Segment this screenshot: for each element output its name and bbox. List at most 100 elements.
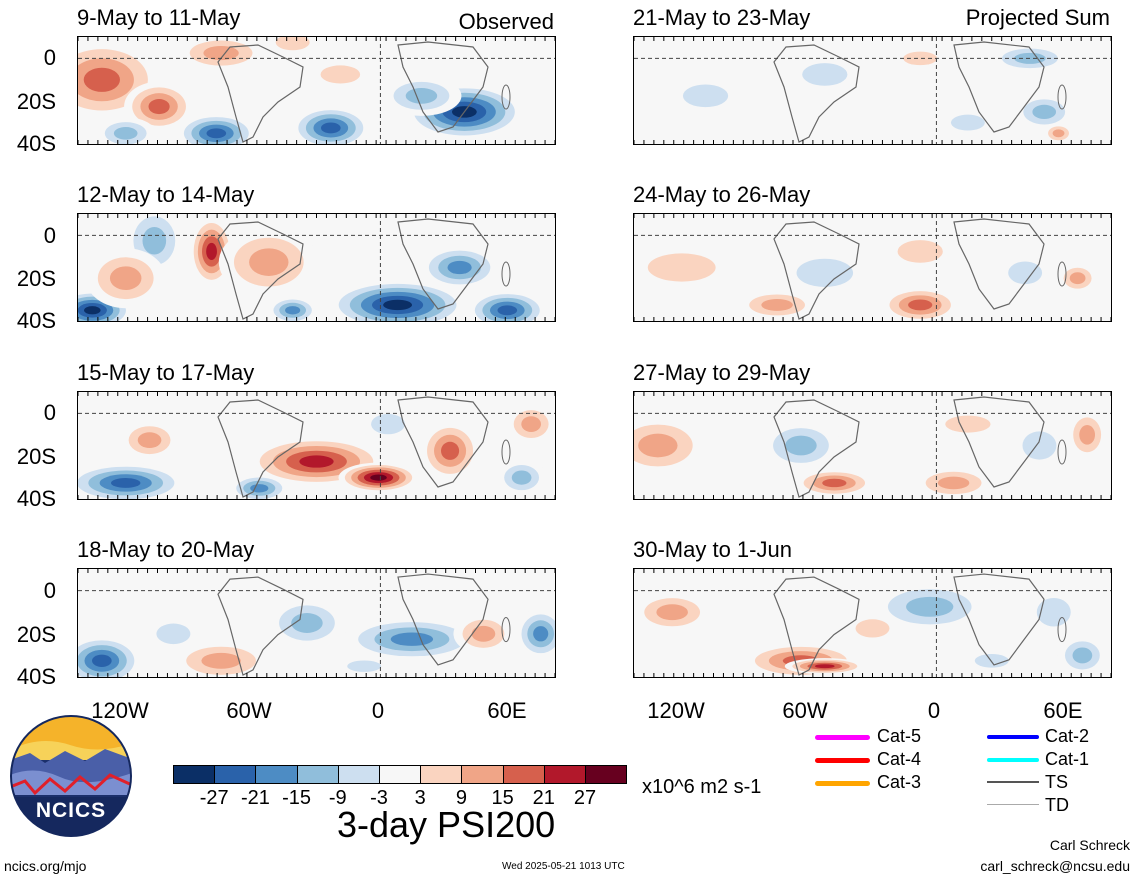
x-tick-label: 120W (647, 698, 705, 723)
contour-blob (855, 619, 890, 638)
legend-label: TS (1045, 772, 1069, 792)
contour-map (634, 392, 1111, 499)
colorbar-swatch (173, 765, 216, 784)
footer-email: carl_schreck@ncsu.edu (980, 858, 1130, 874)
legend-label: Cat-5 (877, 726, 922, 746)
colorbar-swatch (502, 765, 545, 784)
colorbar-swatch (214, 765, 257, 784)
contour-blob (656, 604, 688, 621)
panel-title: 30-May to 1-Jun (633, 537, 792, 562)
legend-line-cat3 (815, 781, 870, 786)
contour-map (78, 569, 555, 677)
madagascar-outline (501, 261, 511, 287)
contour-blob (906, 596, 954, 617)
map-panel-3 (77, 213, 556, 322)
colorbar-label: 3 (414, 787, 426, 809)
legend-label: TD (1045, 795, 1069, 815)
footer-timestamp: Wed 2025-05-21 1013 UTC (502, 861, 625, 872)
contour-blob (908, 299, 933, 311)
panel-tag-observed: Observed (458, 9, 554, 34)
y-tick-label: 40S (16, 664, 56, 689)
colorbar-swatch (543, 765, 586, 784)
contour-blob (647, 253, 716, 282)
colorbar-label: -21 (240, 787, 270, 809)
map-panel-5 (77, 391, 556, 500)
contour-blob (275, 37, 310, 51)
contour-blob (785, 435, 817, 456)
panel-title: 24-May to 26-May (633, 182, 811, 207)
contour-blob (250, 484, 269, 493)
south-america-outline (217, 44, 304, 143)
africa-outline (953, 573, 1045, 666)
contour-blob (371, 413, 406, 435)
legend-line-ts (987, 781, 1039, 783)
contour-blob (950, 114, 985, 131)
contour-blob (206, 242, 217, 261)
contour-map (634, 37, 1111, 144)
x-tick-label: 60W (782, 698, 828, 723)
colorbar-swatch (255, 765, 298, 784)
contour-blob (974, 653, 1009, 668)
madagascar-outline (1057, 261, 1067, 287)
legend-line-cat4 (815, 758, 870, 763)
africa-outline (397, 218, 489, 310)
colorbar-swatch (420, 765, 463, 784)
footer-site: ncics.org/mjo (4, 858, 87, 874)
x-tick-label: 0 (927, 698, 941, 723)
panel-title: 21-May to 23-May (633, 5, 811, 30)
contour-map (78, 392, 555, 499)
contour-blob (1032, 104, 1057, 119)
panel-title: 18-May to 20-May (77, 537, 255, 562)
contour-blob (383, 299, 413, 311)
contour-blob (945, 415, 991, 433)
contour-blob (84, 306, 101, 315)
contour-blob (390, 632, 434, 646)
map-panel-2 (633, 36, 1112, 145)
contour-blob (249, 248, 289, 276)
legend-label: Cat-3 (877, 772, 922, 792)
contour-blob (1079, 424, 1096, 445)
contour-blob (511, 470, 532, 485)
y-tick-label: 0 (43, 400, 56, 425)
y-tick-label: 20S (16, 266, 56, 291)
map-panel-4 (633, 213, 1112, 322)
contour-blob (533, 626, 549, 642)
south-america-outline (773, 221, 860, 320)
legend-label: Cat-4 (877, 749, 922, 769)
contour-blob (1072, 647, 1093, 664)
colorbar-label: -27 (199, 787, 229, 809)
contour-blob (405, 87, 438, 104)
contour-blob (682, 84, 729, 108)
x-tick-label: 60E (1043, 698, 1083, 723)
contour-blob (796, 258, 854, 287)
x-tick-label: 120W (91, 698, 149, 723)
south-america-outline (217, 576, 304, 676)
madagascar-outline (1057, 616, 1067, 643)
panel-tag-projected: Projected Sum (965, 5, 1110, 30)
contour-map (78, 37, 555, 144)
legend-label: Cat-1 (1045, 749, 1090, 769)
contour-blob (370, 474, 387, 481)
contour-blob (761, 299, 793, 311)
colorbar-label: -9 (328, 787, 347, 809)
contour-blob (203, 45, 239, 61)
panel-title: 15-May to 17-May (77, 360, 255, 385)
map-panel-7 (77, 568, 556, 678)
madagascar-outline (501, 84, 511, 110)
contour-blob (497, 305, 518, 316)
contour-blob (201, 652, 241, 669)
contour-blob (110, 478, 141, 488)
madagascar-outline (1057, 439, 1067, 465)
madagascar-outline (1057, 84, 1067, 110)
map-panel-1 (77, 36, 556, 145)
contour-blob (156, 623, 191, 645)
contour-map (634, 214, 1111, 321)
contour-blob (447, 260, 472, 275)
south-america-outline (217, 399, 304, 498)
map-panel-6 (633, 391, 1112, 500)
contour-blob (109, 266, 142, 291)
africa-outline (397, 41, 489, 133)
contour-blob (206, 128, 227, 139)
y-tick-label: 0 (43, 578, 56, 603)
south-america-outline (773, 399, 860, 498)
